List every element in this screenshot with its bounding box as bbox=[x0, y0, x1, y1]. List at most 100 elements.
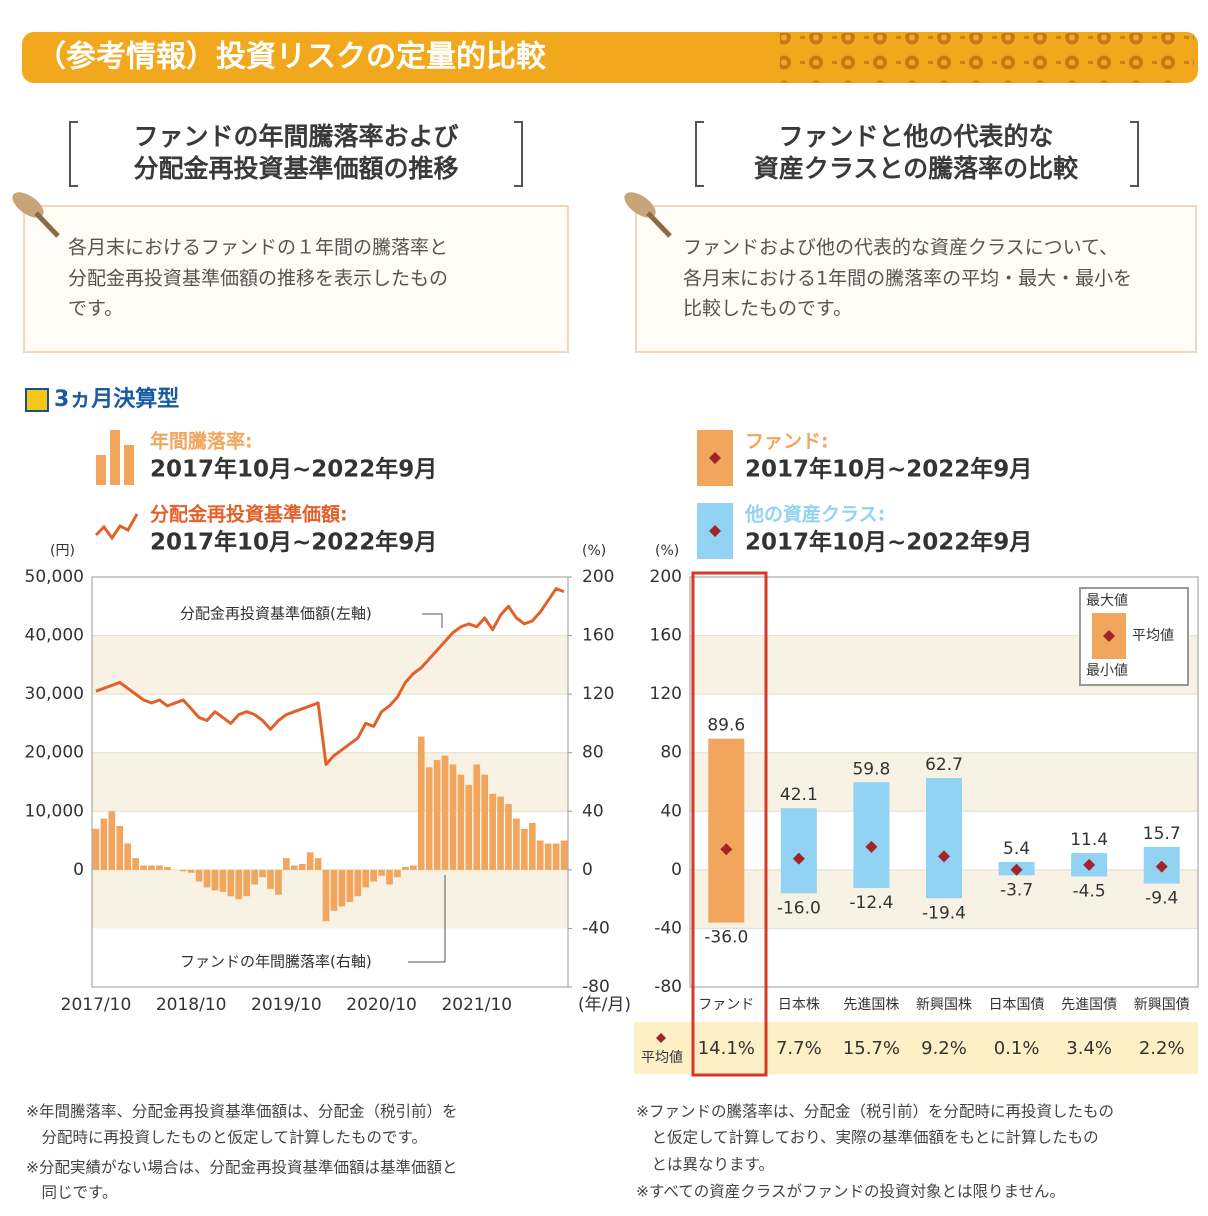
bar bbox=[140, 865, 147, 869]
bar bbox=[386, 870, 393, 885]
plot-band bbox=[92, 870, 568, 929]
bar bbox=[180, 870, 187, 871]
bar bbox=[196, 870, 203, 882]
max-label: 89.6 bbox=[707, 716, 745, 736]
description-text: です。 bbox=[68, 298, 123, 320]
x-tick-label: 日本国債 bbox=[989, 997, 1045, 1013]
y-tick-label: 200 bbox=[650, 567, 682, 587]
avg-label: 14.1% bbox=[698, 1038, 755, 1059]
legend-entry: 平均値 bbox=[1132, 628, 1174, 644]
bar bbox=[323, 870, 330, 921]
legend-name: 年間騰落率: bbox=[150, 430, 253, 453]
avg-label: 7.7% bbox=[776, 1038, 822, 1059]
y2-tick-label: -40 bbox=[582, 918, 610, 938]
legend-icon bbox=[124, 445, 134, 485]
header-pattern bbox=[780, 33, 1194, 82]
bar bbox=[466, 785, 473, 870]
x-tick-label: 日本株 bbox=[778, 997, 820, 1013]
avg-label: 3.4% bbox=[1066, 1038, 1112, 1059]
bar bbox=[228, 870, 235, 896]
y2-tick-label: 120 bbox=[582, 684, 614, 704]
section-heading: ファンドの年間騰落率および bbox=[133, 122, 458, 151]
section-heading: ファンドと他の代表的な bbox=[778, 122, 1053, 151]
y-tick-label: 40 bbox=[660, 801, 682, 821]
bar bbox=[473, 764, 480, 869]
note: と仮定して計算しており、実際の基準価額をもとに計算したもの bbox=[636, 1128, 1099, 1147]
bar bbox=[109, 811, 116, 870]
y2-tick-label: 80 bbox=[582, 743, 604, 763]
y-tick-label: 10,000 bbox=[25, 801, 84, 821]
description-text: ファンドおよび他の代表的な資産クラスについて、 bbox=[683, 237, 1118, 259]
bar bbox=[378, 870, 385, 876]
x-tick-label: 2021/10 bbox=[441, 995, 512, 1015]
page-canvas: （参考情報）投資リスクの定量的比較 ファンドの年間騰落率および 分配金再投資基準… bbox=[0, 0, 1208, 1216]
y-unit: (円) bbox=[50, 543, 75, 559]
x-tick-label: 2017/10 bbox=[61, 995, 132, 1015]
y-tick-label: 160 bbox=[650, 626, 682, 646]
note: ※ファンドの騰落率は、分配金（税引前）を分配時に再投資したもの bbox=[636, 1103, 1114, 1121]
y2-tick-label: 200 bbox=[582, 567, 614, 587]
y-tick-label: 50,000 bbox=[25, 567, 84, 587]
max-label: 42.1 bbox=[780, 785, 818, 805]
avg-label: 0.1% bbox=[994, 1038, 1040, 1059]
x-tick-label: 先進国債 bbox=[1061, 997, 1117, 1013]
note: ※すべての資産クラスがファンドの投資対象とは限りません。 bbox=[636, 1183, 1065, 1201]
x-tick-label: ファンド bbox=[698, 997, 754, 1013]
note: とは異なります。 bbox=[636, 1156, 774, 1174]
bar bbox=[481, 775, 488, 870]
min-label: -9.4 bbox=[1145, 889, 1178, 909]
legend-period: 2017年10月~2022年9月 bbox=[745, 529, 1032, 556]
bar bbox=[442, 756, 449, 870]
bar bbox=[156, 865, 163, 869]
min-label: -36.0 bbox=[704, 928, 748, 948]
max-label: 5.4 bbox=[1003, 839, 1030, 859]
y-tick-label: -40 bbox=[654, 918, 682, 938]
bar bbox=[259, 870, 266, 877]
bar bbox=[299, 864, 306, 870]
legend-period: 2017年10月~2022年9月 bbox=[745, 456, 1032, 483]
bar bbox=[331, 870, 338, 911]
y-unit: (%) bbox=[655, 543, 679, 559]
description-text: 比較したものです。 bbox=[683, 298, 852, 320]
x-tick-label: 新興国株 bbox=[916, 997, 972, 1013]
bar bbox=[529, 823, 536, 870]
range-box bbox=[781, 808, 817, 893]
y2-tick-label: 0 bbox=[582, 860, 593, 880]
bar bbox=[458, 775, 465, 870]
max-label: 59.8 bbox=[852, 759, 890, 779]
bar bbox=[212, 870, 219, 891]
bar bbox=[362, 870, 369, 888]
bar bbox=[164, 867, 171, 870]
legend-name: 他の資産クラス: bbox=[744, 503, 885, 526]
min-label: -12.4 bbox=[849, 893, 893, 913]
bar bbox=[275, 870, 282, 895]
fund-label-marker bbox=[26, 389, 48, 411]
annotation: ファンドの年間騰落率(右軸) bbox=[180, 953, 372, 971]
bar bbox=[418, 737, 425, 870]
bar bbox=[283, 858, 290, 870]
y-tick-label: 120 bbox=[650, 684, 682, 704]
note: ※分配実績がない場合は、分配金再投資基準価額は基準価額と bbox=[26, 1159, 458, 1177]
legend-period: 2017年10月~2022年9月 bbox=[150, 529, 437, 556]
header-title: （参考情報）投資リスクの定量的比較 bbox=[36, 40, 547, 75]
note: 分配時に再投資したものと仮定して計算したものです。 bbox=[26, 1128, 427, 1147]
legend-icon bbox=[96, 455, 106, 485]
y2-unit: (%) bbox=[582, 543, 606, 559]
y-tick-label: 80 bbox=[660, 743, 682, 763]
bar bbox=[116, 826, 123, 870]
range-box bbox=[708, 739, 744, 923]
bar bbox=[426, 767, 433, 870]
legend-icon bbox=[96, 514, 137, 538]
bar bbox=[513, 819, 520, 870]
y-tick-label: 0 bbox=[671, 860, 682, 880]
bar bbox=[291, 865, 298, 869]
bar bbox=[434, 760, 441, 870]
bar bbox=[93, 829, 100, 870]
section-heading: 分配金再投資基準価額の推移 bbox=[133, 154, 458, 183]
x-tick-label: 先進国株 bbox=[843, 997, 899, 1013]
description-text: 各月末におけるファンドの１年間の騰落率と bbox=[68, 237, 448, 259]
x-tick-label: 2019/10 bbox=[251, 995, 322, 1015]
y2-tick-label: 40 bbox=[582, 801, 604, 821]
y2-tick-label: -80 bbox=[582, 977, 610, 997]
x-unit: (年/月) bbox=[578, 995, 631, 1015]
